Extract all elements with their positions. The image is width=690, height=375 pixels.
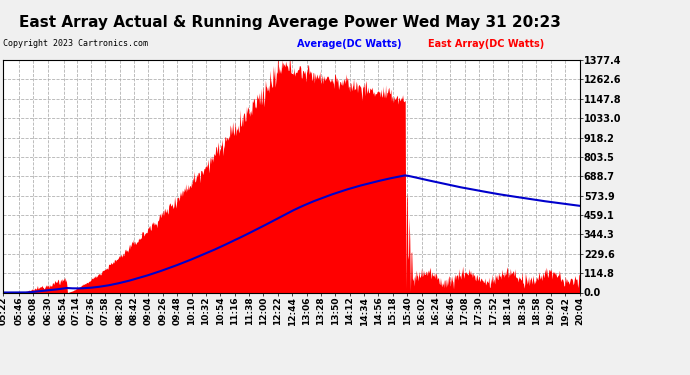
Text: Copyright 2023 Cartronics.com: Copyright 2023 Cartronics.com	[3, 39, 148, 48]
Text: East Array Actual & Running Average Power Wed May 31 20:23: East Array Actual & Running Average Powe…	[19, 15, 561, 30]
Text: Average(DC Watts): Average(DC Watts)	[297, 39, 402, 50]
Text: East Array(DC Watts): East Array(DC Watts)	[428, 39, 544, 50]
